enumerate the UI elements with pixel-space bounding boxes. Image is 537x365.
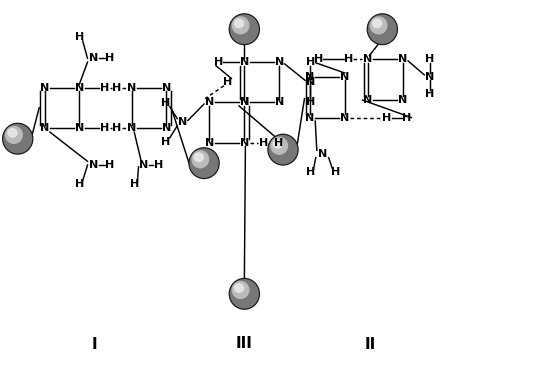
Text: H: H xyxy=(222,77,232,87)
Text: H: H xyxy=(129,179,139,189)
Text: N: N xyxy=(305,112,315,123)
Text: H: H xyxy=(314,54,323,64)
Ellipse shape xyxy=(230,15,258,43)
Text: N: N xyxy=(274,97,284,107)
Text: H: H xyxy=(306,167,315,177)
Text: N: N xyxy=(75,82,84,93)
Text: N: N xyxy=(340,72,350,82)
Ellipse shape xyxy=(194,153,204,162)
Text: H: H xyxy=(112,123,122,134)
Ellipse shape xyxy=(4,124,32,153)
Text: H: H xyxy=(105,160,115,170)
Ellipse shape xyxy=(233,281,249,299)
Text: N: N xyxy=(89,160,99,170)
Text: N: N xyxy=(89,53,99,64)
Text: H: H xyxy=(382,112,391,123)
Text: N: N xyxy=(317,149,327,159)
Ellipse shape xyxy=(3,123,33,154)
Ellipse shape xyxy=(189,148,219,178)
Text: N: N xyxy=(306,77,315,87)
Text: N: N xyxy=(240,97,249,107)
Text: H: H xyxy=(100,123,110,134)
Text: N: N xyxy=(340,112,350,123)
Ellipse shape xyxy=(6,126,22,143)
Text: H: H xyxy=(273,138,283,148)
Ellipse shape xyxy=(229,278,259,309)
Text: N: N xyxy=(398,95,408,105)
Ellipse shape xyxy=(271,137,287,154)
Text: N: N xyxy=(178,117,187,127)
Text: H: H xyxy=(161,98,170,108)
Text: N: N xyxy=(162,82,171,93)
Text: N: N xyxy=(205,97,214,107)
Text: H: H xyxy=(214,57,224,67)
Text: H: H xyxy=(425,89,434,99)
Text: N: N xyxy=(205,138,214,148)
Text: H: H xyxy=(402,112,412,123)
Text: I: I xyxy=(91,337,97,353)
Text: H: H xyxy=(306,97,315,107)
Ellipse shape xyxy=(235,19,244,28)
Text: N: N xyxy=(363,95,373,105)
Ellipse shape xyxy=(233,17,249,34)
Text: N: N xyxy=(240,138,249,148)
Ellipse shape xyxy=(368,15,396,43)
Text: N: N xyxy=(40,82,49,93)
Text: N: N xyxy=(240,97,249,107)
Text: N: N xyxy=(305,72,315,82)
Text: H: H xyxy=(75,179,84,189)
Ellipse shape xyxy=(373,19,382,28)
Text: III: III xyxy=(236,335,253,351)
Text: H: H xyxy=(112,82,122,93)
Text: N: N xyxy=(162,123,171,134)
Text: N: N xyxy=(240,57,249,67)
Text: N: N xyxy=(127,123,136,134)
Text: H: H xyxy=(154,160,163,170)
Text: N: N xyxy=(363,54,373,64)
Text: N: N xyxy=(274,57,284,67)
Text: N: N xyxy=(40,123,49,134)
Text: N: N xyxy=(398,54,408,64)
Ellipse shape xyxy=(268,134,298,165)
Text: II: II xyxy=(365,337,376,353)
Text: H: H xyxy=(344,54,354,64)
Text: H: H xyxy=(331,167,340,177)
Text: N: N xyxy=(75,123,84,134)
Text: H: H xyxy=(258,138,268,148)
Ellipse shape xyxy=(229,14,259,45)
Text: N: N xyxy=(139,160,149,170)
Text: H: H xyxy=(105,53,115,64)
Text: H: H xyxy=(75,31,84,42)
Ellipse shape xyxy=(192,151,208,168)
Text: H: H xyxy=(161,137,170,147)
Ellipse shape xyxy=(273,139,282,148)
Text: N: N xyxy=(425,72,434,82)
Text: N: N xyxy=(127,82,136,93)
Ellipse shape xyxy=(230,280,258,308)
Ellipse shape xyxy=(371,17,387,34)
Ellipse shape xyxy=(235,284,244,292)
Ellipse shape xyxy=(8,128,17,137)
Ellipse shape xyxy=(269,135,297,164)
Text: H: H xyxy=(306,57,315,67)
Text: H: H xyxy=(425,54,434,64)
Ellipse shape xyxy=(190,149,218,177)
Ellipse shape xyxy=(367,14,397,45)
Text: H: H xyxy=(100,82,110,93)
